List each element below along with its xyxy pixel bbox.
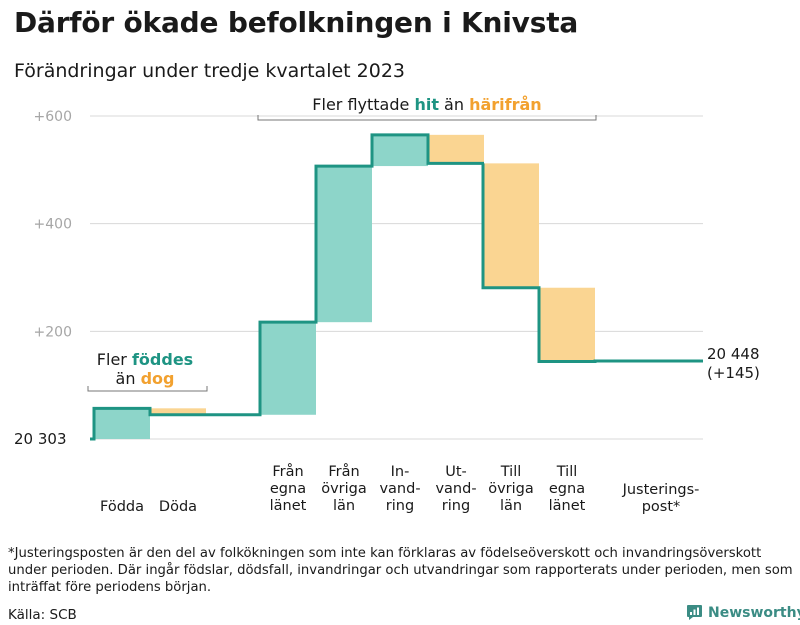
births-annotation-pre: Fler: [97, 350, 132, 369]
births-annotation-line-2: än dog: [116, 369, 175, 388]
migration-annotation-highlight-here: hit: [414, 95, 439, 114]
waterfall-bar-fran_ovriga: [316, 166, 372, 323]
migration-bracket: [257, 115, 597, 121]
source-label: Källa: SCB: [8, 607, 77, 623]
migration-annotation-mid: än: [439, 95, 469, 114]
category-label-till_ovriga-line-3: län: [500, 498, 522, 514]
category-label-fran_ovriga-line-2: övriga: [321, 481, 367, 497]
end-change-label: (+145): [707, 364, 760, 382]
waterfall-bar-fran_egna: [260, 322, 316, 415]
waterfall-bar-doda: [150, 408, 206, 415]
births-bracket: [87, 386, 208, 392]
migration-annotation: Fler flyttade hit än härifrån: [312, 95, 541, 114]
category-label-utvandring-line-2: vand-: [435, 481, 476, 497]
brand-logo: Newsworthy: [686, 604, 800, 621]
end-value-label: 20 448: [707, 345, 760, 363]
y-tick-label-200: +200: [34, 324, 72, 340]
category-label-till_ovriga-line-1: Till: [500, 464, 522, 480]
category-label-fodda: Födda: [100, 499, 144, 515]
category-label-justering-line-1: Justerings-: [622, 482, 700, 498]
start-value-label: 20 303: [14, 430, 67, 448]
category-label-till_egna-line-3: länet: [549, 498, 586, 514]
category-label-fran_ovriga-line-1: Från: [328, 463, 359, 480]
waterfall-bar-fodda: [94, 408, 150, 439]
brand-name: Newsworthy: [708, 604, 800, 621]
category-label-doda: Döda: [159, 499, 197, 515]
y-tick-label-600: +600: [34, 109, 72, 125]
waterfall-bar-invandring: [372, 134, 428, 167]
category-label-till_ovriga-line-2: övriga: [488, 481, 534, 497]
migration-annotation-pre: Fler flyttade: [312, 95, 414, 114]
y-tick-label-400: +400: [34, 217, 72, 233]
category-label-utvandring-line-1: Ut-: [445, 464, 467, 480]
category-label-fran_egna-line-2: egna: [270, 481, 306, 497]
footnote: *Justeringsposten är den del av folkökni…: [8, 546, 793, 595]
category-label-invandring-line-1: In-: [391, 464, 410, 480]
category-label-invandring-line-3: ring: [386, 498, 414, 514]
births-annotation-highlight-born: föddes: [132, 350, 193, 369]
waterfall-bar-till_ovriga: [483, 163, 539, 288]
waterfall-bar-utvandring: [428, 134, 484, 164]
category-label-justering-line-2: post*: [642, 499, 681, 515]
category-label-till_egna-line-1: Till: [556, 464, 578, 480]
newsworthy-logo-icon: [687, 605, 702, 620]
waterfall-bar-till_egna: [539, 287, 595, 362]
category-label-utvandring-line-3: ring: [442, 498, 470, 514]
migration-annotation-highlight-away: härifrån: [469, 95, 542, 114]
category-label-fran_ovriga-line-3: län: [333, 498, 355, 514]
births-annotation-highlight-died: dog: [141, 369, 175, 388]
births-annotation-line-1: Fler föddes: [97, 350, 193, 369]
waterfall-chart: +600 +400 +200 20 303 20 448(+145) Födda Döda F…: [14, 95, 760, 515]
chart-title: Därför ökade befolkningen i Knivsta: [14, 6, 579, 39]
chart-subtitle: Förändringar under tredje kvartalet 2023: [14, 60, 406, 82]
cumulative-step-line: [90, 133, 703, 441]
category-label-fran_egna-line-3: länet: [270, 498, 307, 514]
births-annotation-mid: än: [116, 369, 141, 388]
category-label-fran_egna-line-1: Från: [272, 463, 303, 480]
category-label-invandring-line-2: vand-: [379, 481, 420, 497]
category-label-till_egna-line-2: egna: [549, 481, 585, 497]
